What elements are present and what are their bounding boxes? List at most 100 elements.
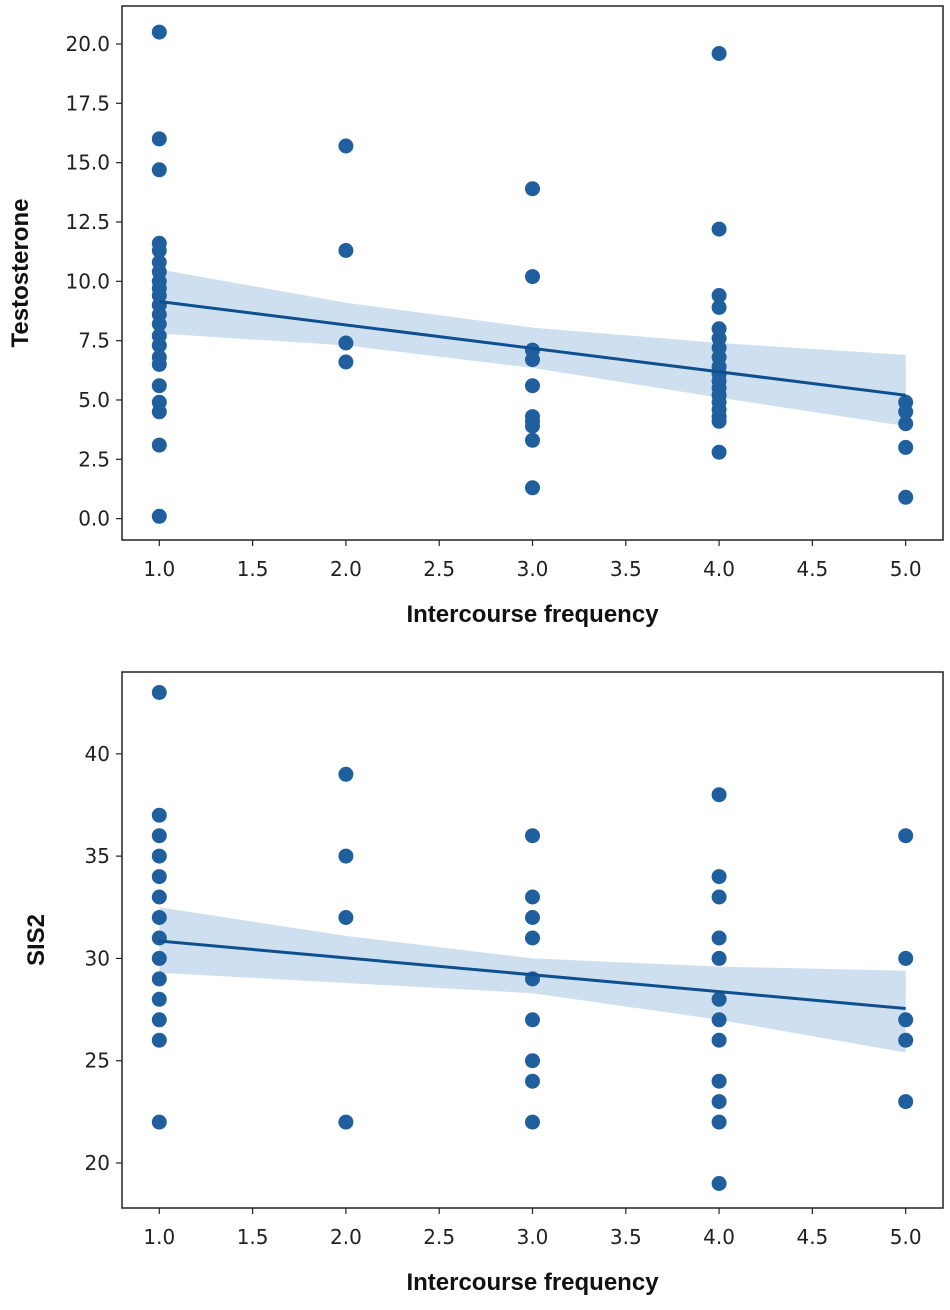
sis2-y-tick-label: 35	[85, 844, 110, 868]
testosterone-scatter-plot: 1.0 1.5 2.0 2.5 3.0 3.5 4.0 4.5 5.0 0.0 2.5 5.0 7.5 1…	[7, 5, 944, 628]
testosterone-data-point	[711, 413, 727, 429]
testosterone-y-tick-label: 7.5	[78, 329, 110, 353]
sis2-x-tick-label: 2.0	[330, 1225, 362, 1249]
sis2-data-point	[898, 828, 914, 844]
sis2-data-point	[898, 1012, 914, 1028]
testosterone-x-tick-label: 3.5	[610, 557, 642, 581]
sis2-data-point	[338, 848, 354, 864]
sis2-scatter-plot: 1.0 1.5 2.0 2.5 3.0 3.5 4.0 4.5 5.0 20 25 30 35 40 Int…	[23, 671, 944, 1296]
testosterone-y-tick-label: 17.5	[65, 91, 110, 115]
sis2-data-point	[898, 950, 914, 966]
sis2-data-point	[151, 971, 167, 987]
testosterone-y-tick-label: 12.5	[65, 210, 110, 234]
testosterone-data-point	[338, 335, 354, 351]
sis2-x-tick-label: 1.5	[237, 1225, 269, 1249]
testosterone-data-point	[898, 439, 914, 455]
sis2-data-point	[151, 1114, 167, 1130]
sis2-y-tick-label: 20	[85, 1151, 110, 1175]
sis2-data-point	[151, 1032, 167, 1048]
testosterone-data-point	[338, 138, 354, 154]
testosterone-data-point	[711, 444, 727, 460]
testosterone-y-tick-label: 0.0	[78, 507, 110, 531]
testosterone-data-point	[525, 352, 540, 368]
testosterone-x-tick-label: 4.5	[796, 557, 828, 581]
testosterone-data-point	[151, 356, 167, 372]
sis2-x-tick-label: 3.5	[610, 1225, 642, 1249]
sis2-x-tick-label: 2.5	[423, 1225, 455, 1249]
sis2-regression-line	[159, 939, 906, 1011]
testosterone-data-point	[898, 489, 914, 505]
testosterone-data-point	[525, 378, 540, 394]
sis2-data-point	[711, 991, 727, 1007]
testosterone-data-point	[711, 46, 727, 61]
sis2-data-point	[151, 950, 167, 966]
sis2-data-point	[711, 869, 727, 885]
testosterone-x-tick-label: 1.5	[237, 557, 269, 581]
sis2-x-tick-label: 3.0	[517, 1225, 549, 1249]
testosterone-data-point	[151, 243, 167, 258]
sis2-data-point	[525, 1073, 540, 1089]
testosterone-x-tick-label: 5.0	[890, 557, 922, 581]
sis2-data-point	[525, 930, 540, 946]
testosterone-data-point	[151, 24, 167, 40]
sis2-data-point	[151, 991, 167, 1007]
testosterone-x-tick-label: 1.0	[143, 557, 175, 581]
sis2-data-point	[151, 807, 167, 823]
testosterone-data-point	[151, 337, 167, 353]
testosterone-data-point	[898, 416, 914, 432]
testosterone-x-tick-label: 2.5	[423, 557, 455, 581]
testosterone-data-point	[525, 269, 540, 285]
sis2-data-point	[151, 910, 167, 925]
testosterone-data-point	[525, 480, 540, 496]
sis2-x-tick-label: 1.0	[143, 1225, 175, 1249]
testosterone-data-point	[151, 162, 167, 178]
sis2-data-point	[898, 1094, 914, 1110]
sis2-y-axis-title: SIS2	[23, 914, 50, 966]
testosterone-x-tick-label: 4.0	[703, 557, 735, 581]
sis2-data-point	[151, 848, 167, 864]
testosterone-x-tick-label: 3.0	[517, 557, 549, 581]
testosterone-data-point	[338, 243, 354, 258]
sis2-data-point	[151, 869, 167, 885]
sis2-data-point	[711, 787, 727, 803]
sis2-data-point	[151, 1012, 167, 1028]
sis2-data-point	[151, 930, 167, 946]
testosterone-y-tick-label: 10.0	[65, 269, 110, 293]
testosterone-data-point	[898, 404, 914, 420]
sis2-x-tick-label: 4.5	[796, 1225, 828, 1249]
testosterone-data-point	[711, 288, 727, 303]
testosterone-data-point	[711, 221, 727, 237]
testosterone-data-point	[338, 354, 354, 370]
testosterone-y-axis-title: Testosterone	[7, 199, 34, 348]
sis2-data-point	[338, 1114, 354, 1130]
sis2-data-point	[711, 930, 727, 946]
sis2-data-point	[711, 950, 727, 966]
testosterone-data-point	[151, 404, 167, 420]
sis2-x-tick-label: 5.0	[890, 1225, 922, 1249]
testosterone-data-point	[711, 299, 727, 315]
sis2-data-point	[525, 889, 540, 905]
sis2-data-point	[898, 1032, 914, 1048]
sis2-data-point	[525, 1114, 540, 1130]
testosterone-data-point	[151, 131, 167, 147]
testosterone-data-point	[151, 437, 167, 453]
testosterone-data-point	[151, 316, 167, 332]
sis2-data-point	[525, 910, 540, 925]
testosterone-x-axis-title: Intercourse frequency	[406, 601, 659, 628]
sis2-data-point	[525, 1012, 540, 1028]
sis2-data-point	[151, 889, 167, 905]
sis2-data-point	[151, 828, 167, 844]
sis2-data-point	[711, 1176, 727, 1191]
testosterone-y-tick-label: 15.0	[65, 151, 110, 175]
sis2-data-point	[711, 889, 727, 905]
testosterone-data-point	[151, 378, 167, 394]
sis2-data-point	[711, 1114, 727, 1130]
sis2-data-point	[525, 1053, 540, 1069]
testosterone-data-point	[525, 418, 540, 434]
sis2-y-tick-label: 40	[85, 742, 110, 766]
testosterone-data-point	[151, 508, 167, 524]
sis2-data-point	[525, 828, 540, 844]
sis2-y-tick-label: 30	[85, 946, 110, 970]
testosterone-regression-line	[159, 299, 906, 397]
